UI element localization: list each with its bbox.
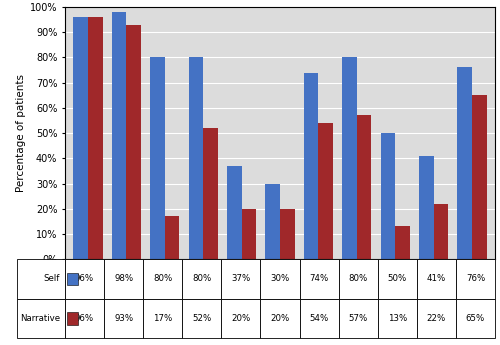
Bar — [227, 166, 242, 259]
Bar — [342, 57, 357, 259]
Bar — [88, 17, 102, 259]
Bar — [472, 95, 486, 259]
Bar — [165, 216, 180, 259]
Bar — [112, 12, 126, 259]
Bar — [380, 133, 395, 259]
Bar — [242, 209, 256, 259]
Bar — [395, 226, 410, 259]
Bar — [280, 209, 294, 259]
Bar — [318, 123, 333, 259]
Bar — [357, 116, 372, 259]
Bar — [188, 57, 203, 259]
Bar — [304, 72, 318, 259]
Y-axis label: Percentage of patients: Percentage of patients — [16, 74, 26, 192]
Bar — [126, 24, 141, 259]
Bar — [67, 273, 78, 285]
Bar — [74, 17, 88, 259]
Bar — [419, 156, 434, 259]
Bar — [150, 57, 165, 259]
Bar — [266, 184, 280, 259]
Bar — [203, 128, 218, 259]
Bar — [67, 312, 78, 325]
Bar — [458, 68, 472, 259]
Bar — [434, 204, 448, 259]
